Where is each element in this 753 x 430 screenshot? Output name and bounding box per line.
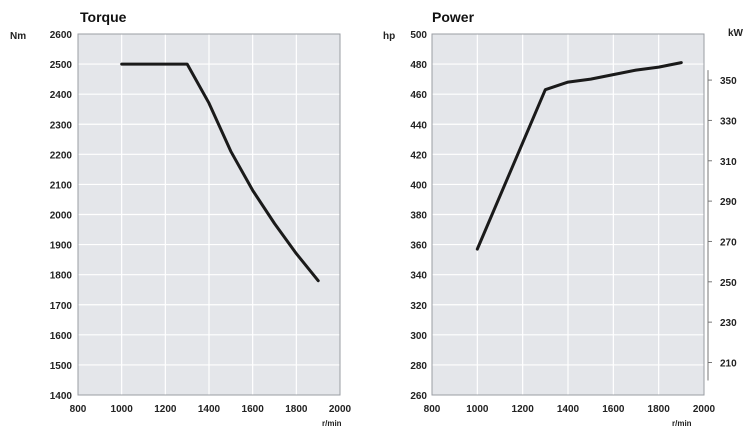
torque-x-tick-label: 1200 <box>154 404 177 415</box>
power-x-tick-label: 2000 <box>693 404 716 415</box>
power-y2-tick-label: 290 <box>720 197 737 208</box>
power-y2-tick-label: 230 <box>720 318 737 329</box>
power-y-tick-label: 480 <box>410 60 427 71</box>
torque-y-tick-label: 2600 <box>50 30 73 41</box>
power-y-tick-label: 460 <box>410 90 427 101</box>
power-y-tick-label: 340 <box>410 271 427 282</box>
power-x-tick-label: 1800 <box>648 404 671 415</box>
power-x-tick-label: 1000 <box>466 404 489 415</box>
power-y-tick-label: 300 <box>410 331 427 342</box>
torque-series <box>120 62 320 283</box>
torque-y-tick-label: 2500 <box>50 60 73 71</box>
power-x-tick-label: 1200 <box>512 404 535 415</box>
power-y-tick-label: 400 <box>410 180 427 191</box>
torque-y-tick-label: 1900 <box>50 241 73 252</box>
torque-y-tick-labels: 1400 1500 1600 1700 1800 1900 2000 2100 2200 2300… <box>50 30 73 402</box>
power-y-tick-labels: 260 280 300 320 340 360 380 400 420 440 460 480 500 <box>410 30 427 402</box>
power-y-tick-label: 380 <box>410 211 427 222</box>
power-y-tick-label: 500 <box>410 30 427 41</box>
power-chart-title: Power <box>432 9 475 25</box>
torque-x-tick-label: 1600 <box>242 404 265 415</box>
torque-y-tick-label: 2400 <box>50 90 73 101</box>
power-chart: Power hp kW r/min 260 280 300 320 340 360 380 4… <box>383 9 744 428</box>
torque-chart-title: Torque <box>80 9 127 25</box>
torque-x-tick-label: 800 <box>70 404 87 415</box>
torque-y-tick-label: 1600 <box>50 331 73 342</box>
power-y-unit: hp <box>383 31 395 42</box>
power-y2-tick-label: 270 <box>720 237 737 248</box>
power-y2-tick-label: 330 <box>720 116 737 127</box>
power-y-tick-label: 320 <box>410 301 427 312</box>
torque-y-tick-label: 1400 <box>50 391 73 402</box>
torque-x-tick-label: 1000 <box>111 404 134 415</box>
torque-series-line <box>120 62 320 283</box>
torque-y-tick-label: 1700 <box>50 301 73 312</box>
power-plot-frame <box>431 33 705 396</box>
torque-plot-frame <box>77 33 341 396</box>
power-x-tick-labels: 800 1000 1200 1400 1600 1800 2000 <box>424 404 716 415</box>
torque-y-tick-label: 1800 <box>50 271 73 282</box>
power-y-tick-label: 420 <box>410 150 427 161</box>
torque-gridlines <box>78 34 340 395</box>
power-y2-tick-labels: 210 230 250 270 290 310 330 350 <box>707 70 737 381</box>
power-y2-tick-label: 250 <box>720 278 737 289</box>
power-y-tick-label: 280 <box>410 361 427 372</box>
torque-y-unit: Nm <box>10 31 26 42</box>
power-y2-tick-label: 310 <box>720 157 737 168</box>
power-x-tick-label: 1400 <box>557 404 580 415</box>
torque-x-tick-label: 1400 <box>198 404 221 415</box>
power-x-tick-label: 800 <box>424 404 441 415</box>
power-y-tick-label: 440 <box>410 120 427 131</box>
torque-x-tick-label: 2000 <box>329 404 352 415</box>
torque-y-tick-label: 2300 <box>50 120 73 131</box>
torque-y-tick-label: 2200 <box>50 150 73 161</box>
power-x-tick-label: 1600 <box>602 404 625 415</box>
torque-y-tick-label: 1500 <box>50 361 73 372</box>
power-y2-unit: kW <box>728 28 744 39</box>
power-series <box>475 61 683 251</box>
power-x-unit: r/min <box>672 419 692 428</box>
power-y2-tick-label: 350 <box>720 76 737 87</box>
power-y-tick-label: 360 <box>410 241 427 252</box>
power-y2-tick-label: 210 <box>720 358 737 369</box>
torque-y-tick-label: 2100 <box>50 180 73 191</box>
torque-x-tick-labels: 800 1000 1200 1400 1600 1800 2000 <box>70 404 352 415</box>
torque-x-unit: r/min <box>322 419 342 428</box>
torque-y-tick-label: 2000 <box>50 211 73 222</box>
power-y-tick-label: 260 <box>410 391 427 402</box>
power-gridlines <box>432 34 704 395</box>
torque-x-tick-label: 1800 <box>285 404 308 415</box>
torque-chart: Torque Nm r/min 1400 1500 1600 1700 1800 1900… <box>10 9 352 428</box>
power-series-line <box>475 61 683 251</box>
